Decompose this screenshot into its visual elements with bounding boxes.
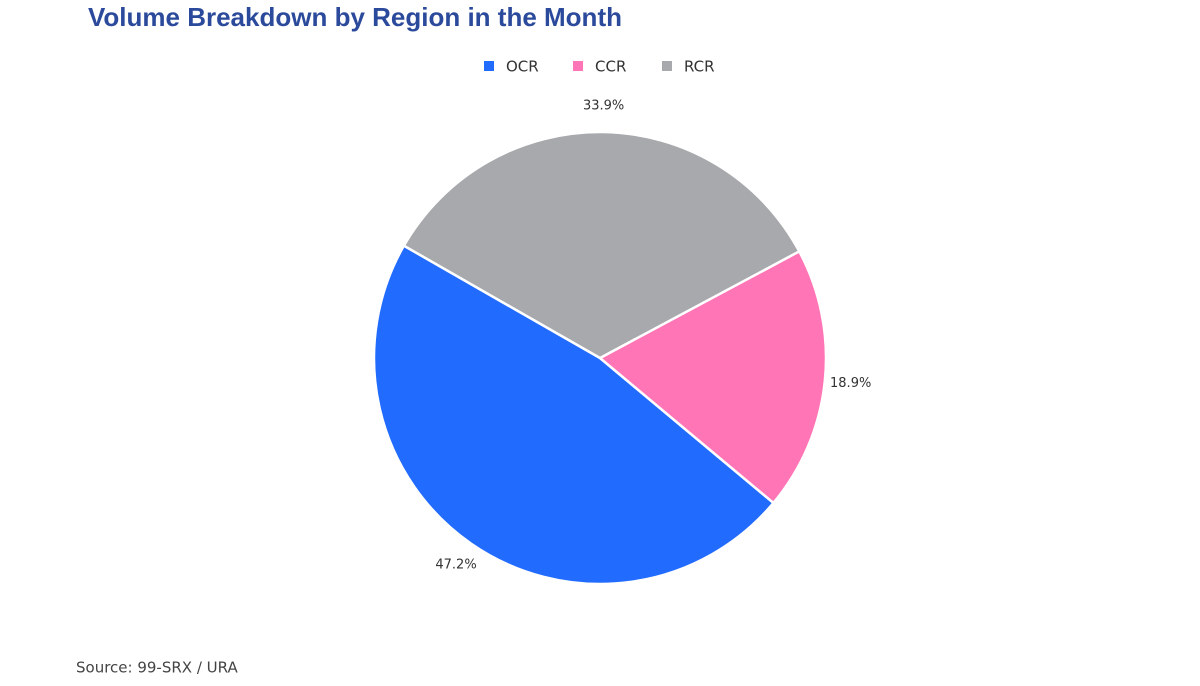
pie-slice bbox=[402, 130, 801, 360]
chart-title: Volume Breakdown by Region in the Month bbox=[88, 2, 622, 32]
source-note: Source: 99-SRX / URA bbox=[76, 659, 238, 677]
value-label: 47.2% bbox=[435, 557, 476, 572]
legend-swatch bbox=[662, 61, 672, 71]
pie-slice bbox=[597, 249, 828, 505]
legend-label: RCR bbox=[684, 58, 715, 76]
legend-swatch bbox=[484, 61, 494, 71]
legend-label: OCR bbox=[506, 58, 539, 76]
value-label: 33.9% bbox=[583, 99, 624, 114]
value-label: 18.9% bbox=[830, 376, 871, 391]
pie-slice bbox=[372, 243, 776, 586]
legend-swatch bbox=[573, 61, 583, 71]
legend-label: CCR bbox=[595, 58, 626, 76]
